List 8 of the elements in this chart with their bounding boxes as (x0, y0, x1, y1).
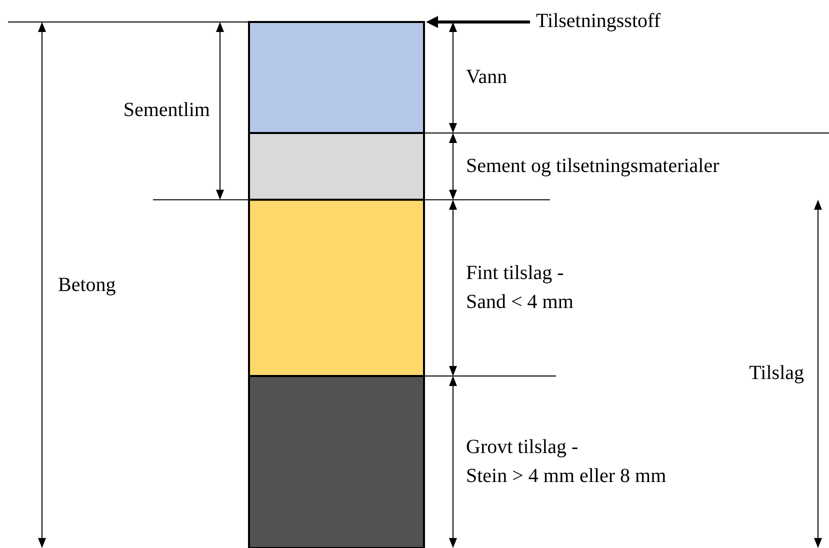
text: Sement og tilsetningsmaterialer (466, 154, 720, 179)
text: Fint tilslag - Sand < 4 mm (466, 260, 574, 315)
text: Tilslag (749, 361, 804, 386)
text: Tilsetningsstoff (536, 9, 660, 34)
text: Vann (466, 64, 508, 90)
text: Sementlim (123, 98, 210, 124)
text: Betong (58, 272, 116, 298)
text: Grovt tilslag - Stein > 4 mm eller 8 mm (466, 434, 666, 489)
